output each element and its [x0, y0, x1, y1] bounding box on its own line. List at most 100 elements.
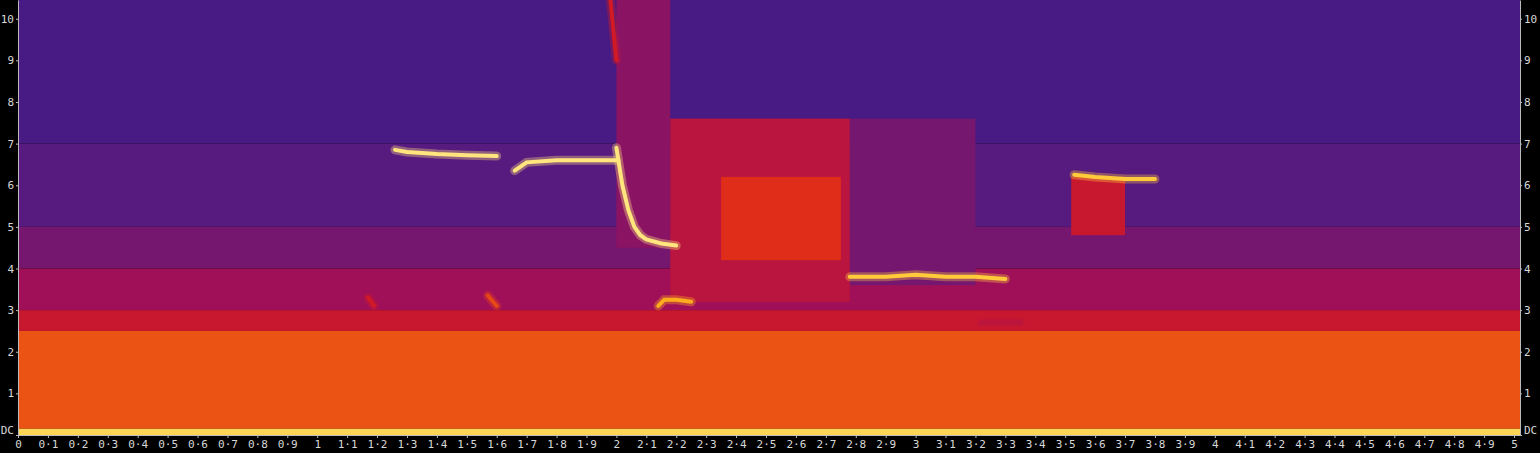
tick-label: 0: [15, 438, 22, 451]
tick-label: 4·6: [1385, 438, 1405, 451]
tick-label: DC: [1524, 424, 1537, 437]
tick-mark: [16, 393, 18, 394]
tick-label: DC: [1, 424, 14, 437]
trace: [515, 160, 617, 170]
tick-mark: [1520, 185, 1522, 186]
tick: 1·4: [427, 435, 447, 451]
tick-label: 3·2: [966, 438, 986, 451]
tick: 0·2: [68, 435, 88, 451]
tick: DC: [1520, 424, 1537, 437]
y-axis-left: DC12345678910: [1, 1, 19, 438]
tick: 2: [7, 346, 18, 359]
tick-label: 3·8: [1146, 438, 1166, 451]
tick: 4·8: [1445, 435, 1465, 451]
tick: 2·2: [667, 435, 687, 451]
tick-label: 1·1: [338, 438, 358, 451]
tick: 10: [1, 13, 18, 26]
tick-mark: [1520, 227, 1522, 228]
tick: 3·3: [996, 435, 1016, 451]
tick-label: 2: [7, 346, 14, 359]
tick: 2: [1520, 346, 1531, 359]
tick-label: 7: [7, 138, 14, 151]
tick: 8: [1520, 96, 1531, 109]
tick-mark: [16, 352, 18, 353]
trace-glow: [616, 148, 676, 246]
tick-mark: [16, 310, 18, 311]
tick-label: 1·5: [457, 438, 477, 451]
tick-label: 2·5: [757, 438, 777, 451]
plot-area: [18, 0, 1520, 435]
tick: 10: [1520, 13, 1537, 26]
tick-label: 3: [7, 304, 14, 317]
tick: 2·3: [697, 435, 717, 451]
tick-label: 5: [7, 221, 14, 234]
tick: 0·9: [278, 435, 298, 451]
tick-label: 1·9: [577, 438, 597, 451]
tick-label: 1·3: [398, 438, 418, 451]
tick-label: 5: [1511, 438, 1518, 451]
tick-label: 0·1: [38, 438, 58, 451]
tick-label: 4·5: [1355, 438, 1375, 451]
tick: 3·8: [1146, 435, 1166, 451]
tick-label: 4·7: [1415, 438, 1435, 451]
tick: 3: [1520, 304, 1531, 317]
tick: 1·8: [547, 435, 567, 451]
tick-label: 4·3: [1295, 438, 1315, 451]
tick: 6: [7, 179, 18, 192]
trace-glow: [610, 0, 616, 60]
tick-label: 2·3: [697, 438, 717, 451]
tick: 4·7: [1415, 435, 1435, 451]
tick: 1: [314, 435, 321, 451]
tick: 2·9: [876, 435, 896, 451]
tick: 0·1: [38, 435, 58, 451]
tick: 7: [1520, 138, 1531, 151]
trace: [1074, 175, 1155, 179]
trace: [488, 296, 497, 306]
tick: 4·4: [1325, 435, 1345, 451]
tick-label: 2·8: [846, 438, 866, 451]
tick-mark: [16, 102, 18, 103]
tick-label: 9: [1524, 54, 1531, 67]
tick-mark: [16, 144, 18, 145]
tick-label: 3·4: [1026, 438, 1046, 451]
tick-label: 2·7: [816, 438, 836, 451]
tick-label: 1: [1524, 387, 1531, 400]
tick-label: 6: [7, 179, 14, 192]
cell: [850, 119, 976, 286]
axis-line: [18, 1, 19, 436]
tick: 3: [7, 304, 18, 317]
cell: [18, 331, 1520, 429]
tick-label: 0·5: [158, 438, 178, 451]
tick: 4: [7, 263, 18, 276]
tick: 3·1: [936, 435, 956, 451]
tick: 4·2: [1265, 435, 1285, 451]
tick-label: 7: [1524, 138, 1531, 151]
axis-line: [1520, 1, 1521, 436]
trace-glow: [368, 298, 374, 306]
tick: 3·4: [1026, 435, 1046, 451]
cell: [18, 429, 1520, 435]
tick-label: 3·6: [1086, 438, 1106, 451]
tick: 0·3: [98, 435, 118, 451]
tick: 4·6: [1385, 435, 1405, 451]
cell: [721, 177, 841, 260]
tick-label: 1: [7, 387, 14, 400]
trace: [981, 321, 1020, 325]
trace: [395, 150, 497, 156]
trace-glow: [658, 300, 691, 306]
tick-mark: [1520, 435, 1522, 436]
cell: [670, 119, 850, 302]
tick-label: 4·9: [1475, 438, 1495, 451]
tick-label: 0·2: [68, 438, 88, 451]
trace-glow: [515, 160, 617, 170]
trace: [616, 148, 676, 246]
tick-label: 5: [1524, 221, 1531, 234]
tick-label: 0·3: [98, 438, 118, 451]
tick-label: 4·1: [1235, 438, 1255, 451]
tick-mark: [1520, 60, 1522, 61]
tick-label: 8: [7, 96, 14, 109]
tick-label: 2·9: [876, 438, 896, 451]
tick: 8: [7, 96, 18, 109]
tick: 2·7: [816, 435, 836, 451]
tick: 7: [7, 138, 18, 151]
